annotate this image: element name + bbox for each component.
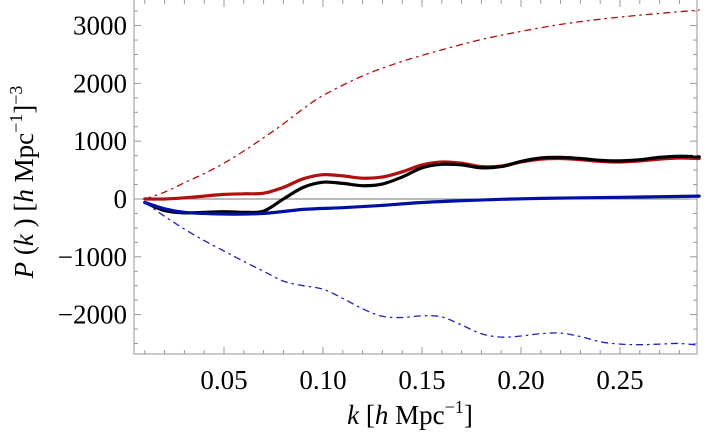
- x-tick-labels: 0.05 0.10 0.15 0.20 0.25: [200, 365, 643, 395]
- series-black-solid: [143, 154, 701, 215]
- y-tick-label: −1000: [58, 242, 127, 272]
- x-tick-label: 0.20: [497, 365, 544, 395]
- x-tick-label: 0.15: [398, 365, 445, 395]
- x-axis-label: k [h Mpc−1]: [347, 397, 473, 430]
- series-blue-solid: [143, 194, 701, 216]
- data-series: [143, 9, 701, 346]
- y-tick-label: 3000: [73, 11, 127, 41]
- x-tick-label: 0.25: [596, 365, 643, 395]
- series-red-dashed: [144, 9, 700, 200]
- x-tick-label: 0.10: [299, 365, 346, 395]
- axis-ticks: [134, 0, 697, 354]
- y-tick-label: 0: [114, 184, 128, 214]
- y-tick-label: 2000: [73, 68, 127, 98]
- series-blue-dashed: [144, 201, 700, 346]
- y-axis-label: P (k ) [h Mpc−1]−3: [6, 86, 39, 280]
- plot-border: [133, 0, 698, 355]
- x-tick-label: 0.05: [200, 365, 247, 395]
- y-tick-label: 1000: [73, 126, 127, 156]
- y-tick-label: −2000: [58, 300, 127, 330]
- y-tick-labels: 3000 2000 1000 0 −1000 −2000: [58, 11, 127, 330]
- plot-frame: [133, 0, 698, 355]
- series-red-solid: [143, 156, 701, 201]
